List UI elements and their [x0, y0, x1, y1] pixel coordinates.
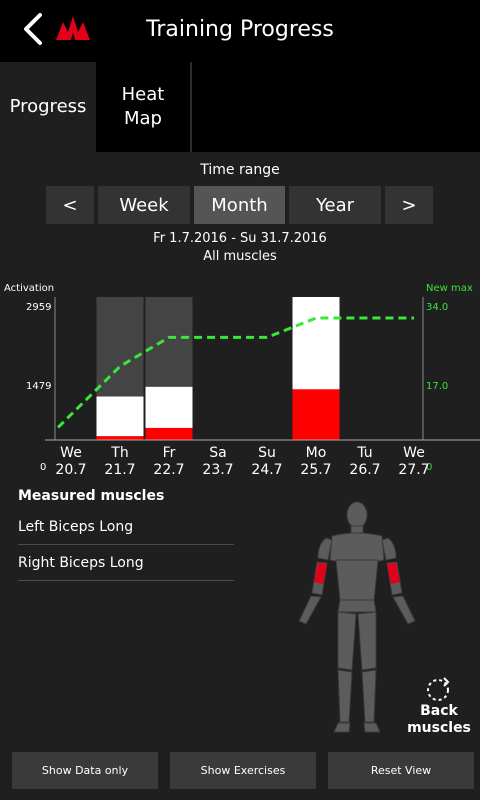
show-exercises-button[interactable]: Show Exercises [170, 752, 316, 789]
left-axis-title: Activation [4, 283, 55, 294]
day-label: Tu [356, 445, 372, 461]
day-label: We [403, 445, 425, 461]
page-title: Training Progress [146, 17, 334, 42]
tab-heat-map-label: Heat Map [121, 84, 165, 129]
date-label: 23.7 [202, 462, 233, 478]
right-tick-mid: 17.0 [426, 381, 449, 392]
date-label: 22.7 [153, 462, 184, 478]
date-label: 25.7 [300, 462, 331, 478]
body-figure[interactable] [292, 500, 422, 740]
year-button[interactable]: Year [289, 186, 381, 224]
muscle-item-right-biceps[interactable]: Right Biceps Long [18, 545, 234, 581]
right-axis-title: New max [426, 283, 473, 294]
day-label: Fr [163, 445, 176, 461]
right-tick-zero: 0 [426, 462, 433, 473]
left-tick-zero: 0 [40, 462, 47, 473]
reset-view-button[interactable]: Reset View [328, 752, 474, 789]
activation-bar-red [96, 436, 144, 440]
date-label: 20.7 [55, 462, 86, 478]
muscle-item-left-biceps[interactable]: Left Biceps Long [18, 509, 234, 545]
date-label: 24.7 [251, 462, 282, 478]
back-muscles-button[interactable]: Back muscles [407, 703, 471, 736]
app-header: Training Progress [0, 0, 480, 62]
day-label: Th [110, 445, 128, 461]
tab-bar: Progress Heat Map [0, 62, 480, 152]
left-tick-max: 2959 [26, 302, 52, 313]
measured-muscles-title: Measured muscles [18, 488, 165, 504]
left-tick-mid: 1479 [26, 381, 52, 392]
period-muscles: All muscles [203, 249, 277, 264]
activation-chart[interactable]: We20.7Th21.7Fr22.7Sa23.7Su24.7Mo25.7Tu26… [0, 280, 480, 480]
activation-bar [96, 396, 144, 440]
activation-bar-red [145, 427, 193, 440]
day-label: Sa [209, 445, 226, 461]
back-arrow-icon[interactable] [18, 12, 48, 46]
date-label: 27.7 [398, 462, 429, 478]
date-label: 26.7 [349, 462, 380, 478]
time-range-label: Time range [200, 162, 280, 178]
month-button[interactable]: Month [194, 186, 285, 224]
activation-bar-red [292, 389, 340, 440]
prev-range-button[interactable]: < [46, 186, 94, 224]
date-label: 21.7 [104, 462, 135, 478]
new-max-line [56, 316, 414, 429]
period-dates: Fr 1.7.2016 - Su 31.7.2016 [153, 231, 327, 246]
next-range-button[interactable]: > [385, 186, 433, 224]
day-label: Su [258, 445, 276, 461]
rotate-icon[interactable] [424, 676, 452, 704]
week-button[interactable]: Week [98, 186, 190, 224]
show-data-only-button[interactable]: Show Data only [12, 752, 158, 789]
tab-progress[interactable]: Progress [0, 62, 96, 152]
tab-heat-map[interactable]: Heat Map [96, 62, 192, 152]
brand-logo-icon [56, 16, 90, 40]
day-label: Mo [306, 445, 327, 461]
right-tick-max: 34.0 [426, 302, 449, 313]
day-label: We [60, 445, 82, 461]
